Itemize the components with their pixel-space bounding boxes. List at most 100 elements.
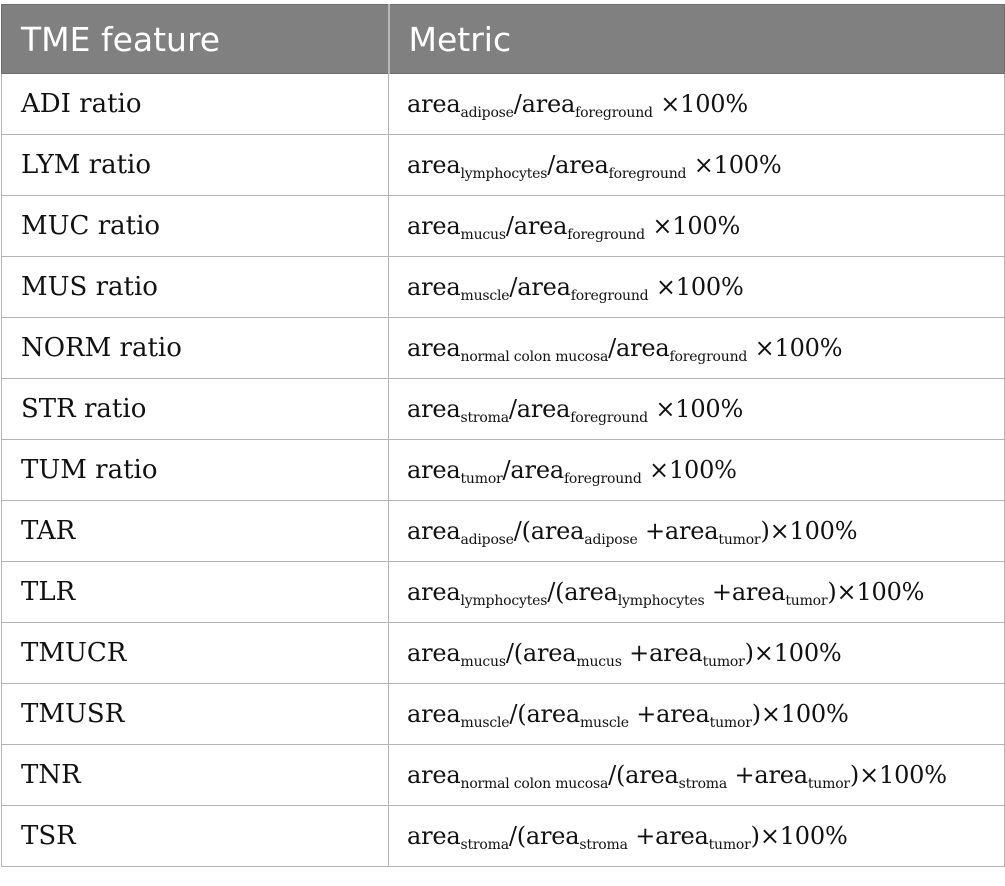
metric-subscript: foreground	[563, 471, 642, 487]
metric-subscript: stroma	[460, 837, 510, 853]
metric-text: ×100%	[747, 334, 843, 362]
table-row: MUC ratio areamucus/areaforeground ×100%	[1, 195, 1005, 257]
metric-text: area	[407, 334, 461, 362]
metric-text: /(area	[508, 822, 580, 850]
feature-cell: TAR	[1, 500, 389, 562]
metric-text: area	[407, 90, 461, 118]
metric-cell: areanormal colon mucosa/areaforeground ×…	[388, 317, 1005, 379]
table-row: TNR areanormal colon mucosa/(areastroma +…	[1, 744, 1005, 806]
metric-subscript: foreground	[608, 166, 687, 182]
metric-subscript: adipose	[460, 105, 514, 121]
table-row: TLR arealymphocytes/(arealymphocytes +are…	[1, 561, 1005, 623]
metric-text: area	[407, 761, 461, 789]
table-header: TME feature Metric	[1, 4, 1005, 74]
metric-text: /(area	[547, 578, 618, 606]
feature-cell: TMUCR	[1, 622, 389, 684]
metric-text: area	[407, 517, 461, 545]
metric-subscript: adipose	[460, 532, 514, 548]
metric-text: ×100%	[644, 212, 741, 240]
table-row: TMUCR areamucus/(areamucus +areatumor)×10…	[1, 622, 1005, 684]
metric-text: +area	[727, 761, 808, 789]
metric-text: +area	[704, 578, 786, 606]
metric-text: /area	[547, 151, 609, 179]
metric-text: area	[407, 639, 461, 667]
metric-subscript: tumor	[460, 471, 503, 487]
feature-cell: NORM ratio	[1, 317, 389, 379]
metric-subscript: stroma	[579, 837, 628, 853]
metric-text: /(area	[608, 761, 679, 789]
metric-cell: arealymphocytes/(arealymphocytes +areatu…	[388, 561, 1005, 623]
metric-text: area	[407, 395, 461, 423]
metric-text: /(area	[505, 639, 577, 667]
metric-cell: areamucus/(areamucus +areatumor)×100%	[388, 622, 1005, 684]
metric-text: )×100%	[827, 578, 925, 606]
metric-subscript: mucus	[460, 654, 507, 670]
feature-cell: TMUSR	[1, 683, 389, 745]
metric-cell: areastroma/(areastroma +areatumor)×100%	[388, 805, 1005, 867]
table-row: TMUSR areamuscle/(areamuscle +areatumor)×…	[1, 683, 1005, 745]
metric-text: )×100%	[849, 761, 947, 789]
metric-text: area	[407, 212, 461, 240]
metric-cell: areamuscle/areaforeground ×100%	[388, 256, 1005, 318]
metric-text: /(area	[509, 700, 580, 728]
metric-subscript: lymphocytes	[460, 166, 548, 182]
metric-subscript: foreground	[669, 349, 748, 365]
metric-cell: arealymphocytes/areaforeground ×100%	[388, 134, 1005, 196]
metric-text: /area	[505, 212, 568, 240]
header-row: TME feature Metric	[1, 4, 1005, 74]
metric-cell: areatumor/areaforeground ×100%	[388, 439, 1005, 501]
metric-text: /area	[502, 456, 565, 484]
metric-subscript: foreground	[570, 288, 649, 304]
metric-subscript: muscle	[460, 715, 510, 731]
feature-cell: MUC ratio	[1, 195, 389, 257]
metric-text: +area	[627, 822, 709, 850]
metric-text: /area	[508, 395, 571, 423]
feature-cell: TSR	[1, 805, 389, 867]
metric-text: )×100%	[760, 517, 858, 545]
metric-text: ×100%	[686, 151, 782, 179]
metric-text: ×100%	[641, 456, 737, 484]
metric-text: area	[407, 700, 461, 728]
metric-subscript: stroma	[460, 410, 510, 426]
feature-cell: STR ratio	[1, 378, 389, 440]
metric-text: area	[407, 273, 461, 301]
metric-text: ×100%	[648, 273, 744, 301]
metric-text: )×100%	[750, 822, 848, 850]
metric-text: area	[407, 822, 461, 850]
metric-subscript: adipose	[584, 532, 638, 548]
metric-cell: areastroma/areaforeground ×100%	[388, 378, 1005, 440]
metric-subscript: foreground	[570, 410, 648, 426]
metric-subscript: lymphocytes	[617, 593, 705, 609]
metric-text: /area	[513, 90, 576, 118]
metric-text: ×100%	[652, 90, 748, 118]
metric-text: area	[407, 456, 461, 484]
metric-subscript: mucus	[460, 227, 507, 243]
table-row: LYM ratio arealymphocytes/areaforeground …	[1, 134, 1005, 196]
feature-cell: MUS ratio	[1, 256, 389, 318]
table-row: MUS ratio areamuscle/areaforeground ×100%	[1, 256, 1005, 318]
feature-cell: TNR	[1, 744, 389, 806]
metric-cell: areamuscle/(areamuscle +areatumor)×100%	[388, 683, 1005, 745]
metric-text: area	[407, 578, 461, 606]
metric-subscript: mucus	[576, 654, 622, 670]
metric-subscript: lymphocytes	[460, 593, 548, 609]
metric-subscript: tumor	[785, 593, 828, 609]
header-tme-feature: TME feature	[1, 4, 389, 74]
metric-cell: areanormal colon mucosa/(areastroma +are…	[388, 744, 1005, 806]
table-row: TUM ratio areatumor/areaforeground ×100%	[1, 439, 1005, 501]
metric-cell: areaadipose/(areaadipose +areatumor)×100…	[388, 500, 1005, 562]
metric-text: /area	[509, 273, 571, 301]
metric-subscript: tumor	[807, 776, 850, 792]
header-metric: Metric	[387, 4, 1005, 74]
table-row: ADI ratio areaadipose/areaforeground ×100…	[1, 73, 1005, 135]
metric-subscript: muscle	[460, 288, 510, 304]
metric-subscript: tumor	[708, 837, 751, 853]
tme-feature-table: TME feature Metric ADI ratio areaadipose/…	[1, 4, 1005, 867]
metric-text: area	[407, 151, 461, 179]
metric-subscript: tumor	[718, 532, 761, 548]
table-body: ADI ratio areaadipose/areaforeground ×100…	[1, 73, 1005, 867]
metric-subscript: normal colon mucosa	[460, 776, 609, 792]
table-row: NORM ratio areanormal colon mucosa/areafo…	[1, 317, 1005, 379]
metric-text: )×100%	[751, 700, 849, 728]
table-row: STR ratio areastroma/areaforeground ×100%	[1, 378, 1005, 440]
